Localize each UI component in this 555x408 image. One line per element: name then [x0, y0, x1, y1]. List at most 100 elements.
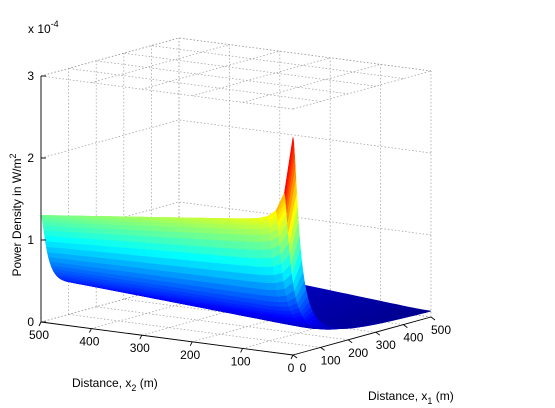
z-axis-label: Power Density in W/m2: [8, 153, 24, 276]
surface-patch: [167, 222, 178, 227]
surface-patch: [94, 238, 105, 247]
grid-line: [178, 119, 432, 154]
surface-patch: [245, 240, 255, 250]
grid-line: [96, 306, 349, 341]
surface-patch: [144, 235, 155, 244]
surface-patch: [234, 221, 245, 225]
surface-patch: [152, 230, 162, 238]
surface-patch: [253, 241, 264, 250]
surface-patch: [85, 232, 96, 240]
x1-axis-label: Distance, x1 (m): [368, 389, 454, 406]
surface-patch: [188, 259, 199, 269]
surface-patch: [162, 250, 173, 259]
surface-patch: [87, 244, 98, 252]
surface-patch: [153, 242, 164, 251]
surface-patch: [227, 233, 238, 242]
surface-patch: [151, 225, 162, 232]
surface-patch: [262, 248, 273, 259]
grid-line: [40, 75, 294, 110]
surface-patch: [265, 274, 276, 284]
surface-patch: [213, 254, 224, 264]
surface-patch: [68, 226, 78, 233]
surface-patch: [202, 232, 213, 240]
x2-tick-label: 300: [130, 341, 150, 355]
surface-patch: [177, 237, 188, 246]
surface-patch: [234, 224, 245, 230]
surface-patch: [50, 222, 61, 227]
surface-patch: [203, 245, 214, 255]
grid-line: [40, 119, 180, 159]
surface-patch: [204, 253, 215, 263]
surface-patch: [263, 257, 274, 268]
surface-patch: [93, 232, 104, 240]
surface-patch: [83, 220, 94, 225]
surface-patch: [161, 243, 172, 252]
surface-patch: [119, 240, 130, 249]
surface-patch: [198, 267, 209, 277]
surface-patch: [134, 224, 145, 231]
surface-patch: [68, 231, 79, 239]
z-tick-label: 0: [27, 315, 34, 329]
surface-patch: [248, 273, 259, 283]
surface-patch: [160, 230, 171, 238]
surface-patch: [254, 249, 265, 259]
surface-patch: [84, 223, 94, 229]
surface-patch: [178, 244, 189, 253]
surface-patch: [177, 231, 187, 239]
surface-patch: [250, 217, 260, 219]
surface-patch: [77, 231, 87, 239]
surface-patch: [222, 262, 233, 273]
x2-tick-label: 500: [29, 328, 49, 342]
surface-patch: [101, 228, 112, 235]
surface-patch: [159, 225, 170, 232]
surface-patch: [134, 221, 144, 226]
surface-patch: [196, 252, 207, 263]
surface-patch: [187, 244, 197, 254]
surface-patch: [138, 254, 149, 264]
surface-patch: [243, 224, 253, 230]
surface-patch: [275, 192, 285, 211]
surface-patch: [227, 227, 237, 235]
surface-patch: [219, 233, 229, 241]
surface-patch: [143, 229, 154, 237]
surface-patch: [238, 256, 249, 266]
surface-patch: [201, 223, 211, 229]
x1-tick-label: 400: [403, 331, 423, 345]
grid-line: [151, 45, 404, 79]
surface-patch: [230, 263, 241, 274]
x2-tick-label: 100: [231, 354, 251, 368]
surface-patch: [180, 258, 191, 268]
surface-patch: [171, 250, 182, 260]
surface-patch: [150, 221, 161, 227]
surface-patch: [251, 223, 262, 230]
surface-patch: [61, 236, 71, 244]
surface-patch: [78, 243, 89, 251]
surface-patch: [135, 235, 146, 243]
x1-tick-mark: [320, 347, 325, 351]
surface-patch: [186, 237, 197, 247]
surface-patch: [187, 252, 198, 262]
surface-patch: [111, 239, 122, 248]
surface-patch: [70, 242, 81, 251]
surface-patch: [210, 227, 220, 234]
surface-patch: [53, 241, 64, 249]
grid-line: [68, 314, 321, 348]
x1-tick-label: 0: [300, 361, 307, 375]
surface-patch: [197, 260, 208, 270]
surface-patch: [119, 234, 129, 242]
axis-box-edges: [40, 76, 432, 356]
z-tick-label: 1: [27, 233, 34, 247]
surface-patch: [113, 252, 124, 261]
x1-tick-mark: [292, 354, 298, 359]
surface-patch: [212, 246, 223, 256]
grid-line: [192, 57, 331, 97]
x1-tick-label: 500: [431, 323, 451, 337]
surface-patch: [228, 240, 239, 249]
surface-patch: [203, 238, 213, 248]
surface-patch: [226, 223, 237, 229]
surface-patch: [120, 246, 131, 255]
grid-line: [40, 201, 180, 241]
surface-patch: [235, 228, 246, 235]
surface-patch: [75, 222, 86, 229]
